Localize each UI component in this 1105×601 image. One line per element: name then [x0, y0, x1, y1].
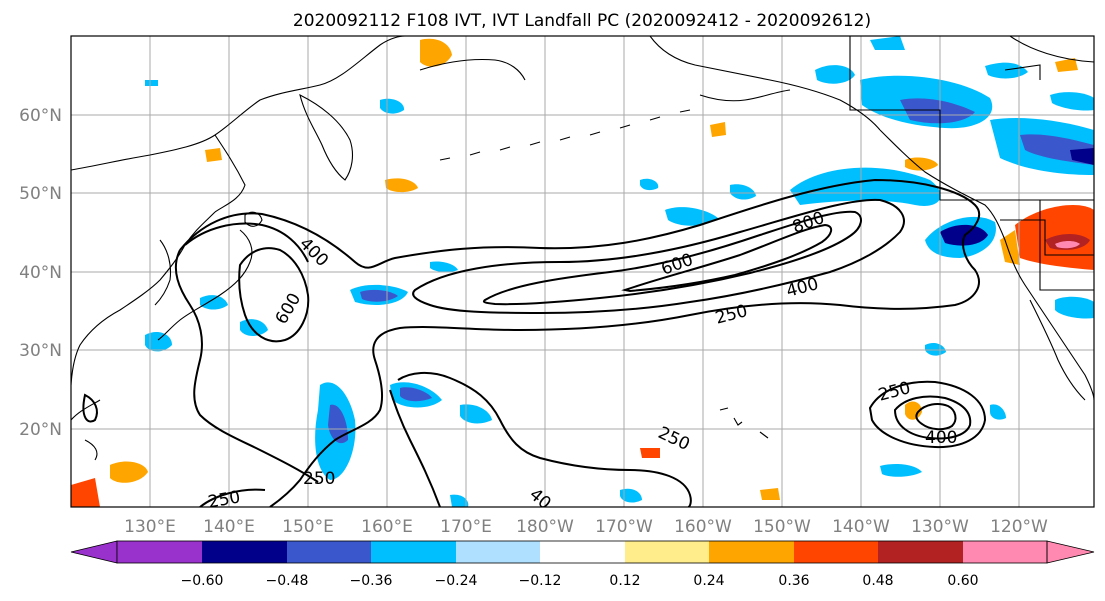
contour-label: 250	[303, 469, 335, 489]
contour-label: 250	[207, 487, 242, 512]
gridlines	[71, 36, 1094, 507]
colorbar: −0.60 −0.48 −0.36 −0.24 −0.12 0.12 0.24 …	[70, 540, 1095, 589]
colorbar-extend-low	[70, 540, 118, 564]
lat-tick-label: 30°N	[19, 341, 62, 361]
colorbar-extend-high	[1046, 540, 1095, 564]
lon-tick-label: 150°W	[753, 517, 811, 537]
colorbar-segment	[709, 541, 794, 563]
lon-ticks: 130°E 140°E 150°E 160°E 170°E 180°W 170°…	[124, 517, 1048, 537]
colorbar-segment	[117, 541, 202, 563]
lon-tick-label: 130°W	[911, 517, 969, 537]
colorbar-segment	[371, 541, 456, 563]
colorbar-label: −0.60	[181, 573, 224, 589]
colorbar-segment	[456, 541, 540, 563]
colorbar-label: 0.36	[778, 573, 809, 589]
lat-tick-label: 60°N	[19, 106, 62, 126]
ivt-contours	[82, 178, 987, 507]
lon-tick-label: 170°W	[595, 517, 653, 537]
lat-ticks: 20°N 30°N 40°N 50°N 60°N	[19, 106, 62, 440]
lon-tick-label: 120°W	[990, 517, 1048, 537]
lon-tick-label: 130°E	[124, 517, 176, 537]
lon-tick-label: 170°E	[440, 517, 492, 537]
lon-tick-label: 140°E	[203, 517, 255, 537]
lon-tick-label: 150°E	[282, 517, 334, 537]
colorbar-label: −0.48	[266, 573, 309, 589]
coastlines	[71, 36, 1094, 461]
lat-tick-label: 20°N	[19, 420, 62, 440]
colorbar-label: −0.12	[519, 573, 562, 589]
colorbar-outline	[116, 540, 1048, 564]
map-area: 400 600 600 800 400 250 250 250 250 40 2…	[71, 36, 1094, 512]
colorbar-segment	[794, 541, 878, 563]
colorbar-label: 0.12	[609, 573, 640, 589]
colorbar-label: −0.24	[435, 573, 478, 589]
colorbar-label: 0.24	[693, 573, 724, 589]
colorbar-segment	[202, 541, 287, 563]
colorbar-label: 0.60	[947, 573, 978, 589]
colorbar-label: 0.48	[862, 573, 893, 589]
lon-tick-label: 180°W	[516, 517, 574, 537]
lat-tick-label: 50°N	[19, 184, 62, 204]
colorbar-labels: −0.60 −0.48 −0.36 −0.24 −0.12 0.12 0.24 …	[181, 573, 979, 589]
lon-tick-label: 160°E	[361, 517, 413, 537]
pc-shading	[71, 36, 1094, 507]
colorbar-segment	[878, 541, 963, 563]
colorbar-segment	[287, 541, 371, 563]
contour-label: 400	[925, 428, 957, 448]
colorbar-segment	[625, 541, 709, 563]
lat-tick-label: 40°N	[19, 263, 62, 283]
lon-tick-label: 140°W	[832, 517, 890, 537]
map-frame	[70, 35, 1095, 508]
map-title: 2020092112 F108 IVT, IVT Landfall PC (20…	[293, 11, 871, 31]
colorbar-label: −0.36	[350, 573, 393, 589]
colorbar-segment	[540, 541, 625, 563]
colorbar-segment	[963, 541, 1047, 563]
lon-tick-label: 160°W	[674, 517, 732, 537]
